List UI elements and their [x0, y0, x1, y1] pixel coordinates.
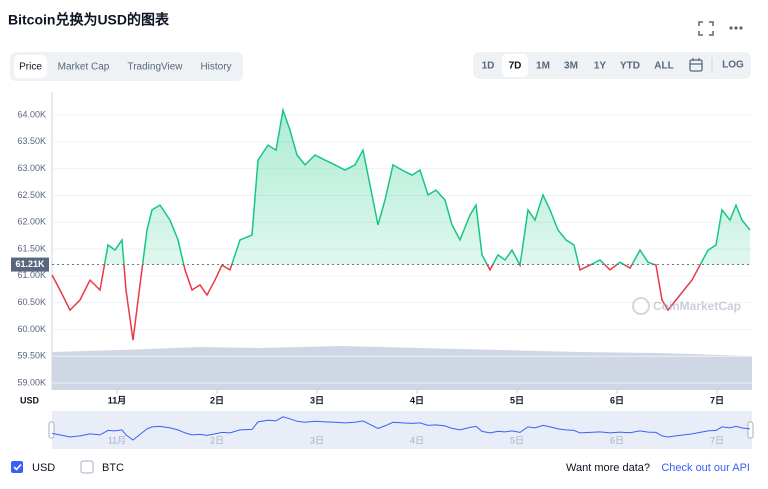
footer-text: Want more data?: [566, 462, 650, 474]
range-button[interactable]: 7D: [509, 61, 522, 72]
y-tick-label: 62.00K: [17, 217, 46, 227]
navigator-handle[interactable]: [747, 421, 754, 439]
tab[interactable]: History: [200, 62, 231, 73]
y-tick-label: 60.50K: [17, 297, 46, 307]
x-tick-label: 4日: [410, 395, 424, 405]
log-button[interactable]: LOG: [722, 60, 744, 71]
volume-area: [52, 346, 752, 390]
tab-group: [10, 52, 243, 81]
tab[interactable]: Price: [19, 62, 42, 73]
watermark: CoinMarketCap: [653, 299, 741, 313]
y-tick-label: 59.00K: [17, 377, 46, 387]
range-button[interactable]: 1D: [482, 61, 495, 72]
navigator-line: [51, 416, 751, 441]
x-tick-label: 3日: [310, 395, 324, 405]
navigator-tick-label: 3日: [310, 435, 324, 445]
more-icon[interactable]: [729, 26, 743, 30]
y-tick-label: 62.50K: [17, 190, 46, 200]
navigator-tick-label: 6日: [610, 435, 624, 445]
range-button[interactable]: 3M: [564, 61, 578, 72]
navigator-tick-label: 7日: [710, 435, 724, 445]
y-tick-label: 63.00K: [17, 163, 46, 173]
price-area: [104, 110, 750, 265]
legend-label: BTC: [102, 462, 124, 474]
y-tick-label: 61.50K: [17, 243, 46, 253]
y-axis-label: USD: [20, 395, 40, 405]
y-tick-label: 64.00K: [17, 109, 46, 119]
fullscreen-icon[interactable]: [698, 21, 714, 36]
check-mark: [13, 463, 22, 471]
range-button[interactable]: ALL: [654, 61, 673, 72]
navigator-tick-label: 2日: [210, 435, 224, 445]
current-price-badge: [11, 257, 49, 272]
range-group: [473, 52, 751, 79]
range-button[interactable]: YTD: [620, 61, 640, 72]
range-button[interactable]: 1Y: [594, 61, 607, 72]
y-tick-label: 61.00K: [17, 270, 46, 280]
x-tick-label: 2日: [210, 395, 224, 405]
legend-checkbox[interactable]: [11, 461, 23, 473]
y-tick-label: 60.00K: [17, 324, 46, 334]
range-button[interactable]: 1M: [536, 61, 550, 72]
y-tick-label: 63.50K: [17, 136, 46, 146]
range-selected-bg: [502, 54, 528, 77]
navigator-tick-label: 5日: [510, 435, 524, 445]
x-tick-label: 7日: [710, 395, 724, 405]
x-tick-label: 5日: [510, 395, 524, 405]
x-tick-label: 11月: [108, 395, 127, 405]
tab[interactable]: Market Cap: [58, 62, 110, 73]
chart-title: Bitcoin兑换为USD的图表: [8, 12, 170, 28]
navigator-tick-label: 4日: [410, 435, 424, 445]
current-price-label: 61.21K: [15, 259, 45, 269]
calendar-icon[interactable]: [689, 58, 703, 72]
legend-label: USD: [32, 462, 55, 474]
y-tick-label: 59.50K: [17, 351, 46, 361]
x-tick-label: 6日: [610, 395, 624, 405]
api-link[interactable]: Check out our API: [661, 462, 750, 474]
tab-selected-bg: [14, 55, 47, 78]
watermark-logo: [632, 297, 650, 315]
navigator-handle[interactable]: [48, 421, 55, 439]
navigator-tick-label: 11月: [108, 435, 126, 445]
tab[interactable]: TradingView: [127, 62, 183, 73]
legend-checkbox[interactable]: [80, 460, 94, 474]
navigator: [52, 411, 752, 449]
price-line: [51, 107, 751, 341]
